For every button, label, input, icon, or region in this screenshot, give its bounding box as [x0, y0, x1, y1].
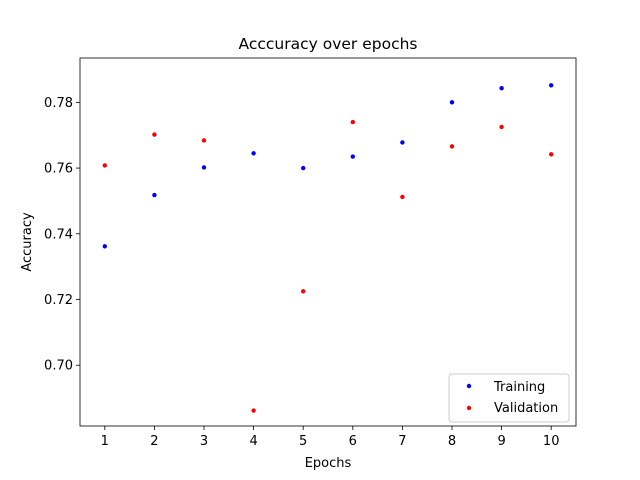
y-tick-label: 0.74 — [44, 227, 73, 242]
legend-marker-training — [466, 383, 472, 389]
legend-frame — [448, 373, 570, 423]
validation-point — [350, 119, 355, 125]
y-tick-label: 0.78 — [44, 96, 73, 111]
x-tick-label: 4 — [249, 434, 257, 449]
axes-frame — [79, 57, 577, 427]
validation-point — [201, 138, 207, 143]
x-tick-label: 8 — [448, 434, 456, 449]
training-point — [400, 140, 405, 145]
chart-title: Acccuracy over epochs — [239, 35, 418, 53]
legend-label-validation: Validation — [494, 401, 558, 416]
x-tick-label: 7 — [398, 434, 406, 449]
x-tick-label: 2 — [150, 434, 158, 449]
training-point — [152, 192, 157, 198]
x-tick-label: 3 — [200, 434, 208, 449]
plot-area: 1 2 3 4 5 6 7 8 9 10 0.70 0.72 0.74 0.76 0.78 — [44, 57, 577, 449]
x-tick-label: 1 — [101, 434, 109, 449]
validation-point — [102, 163, 108, 168]
validation-point — [499, 124, 504, 130]
validation-point — [251, 408, 256, 413]
training-point — [499, 86, 504, 91]
y-tick-label: 0.72 — [44, 293, 73, 308]
y-tick-label: 0.70 — [44, 359, 73, 374]
training-point — [201, 165, 207, 170]
training-point — [301, 165, 306, 171]
x-tick-label: 10 — [543, 434, 560, 449]
y-axis-title: Accuracy — [20, 212, 35, 272]
training-point — [549, 83, 554, 88]
validation-point — [549, 152, 554, 157]
validation-point — [400, 194, 405, 200]
legend-marker-validation — [466, 405, 472, 411]
validation-point — [301, 289, 306, 294]
x-tick-label: 6 — [349, 434, 357, 449]
y-tick-label: 0.76 — [44, 162, 73, 177]
x-tick-label: 9 — [497, 434, 505, 449]
validation-point — [449, 144, 455, 149]
x-tick-label: 5 — [299, 434, 307, 449]
legend-label-training: Training — [493, 380, 545, 395]
validation-point — [152, 132, 157, 137]
training-point — [350, 154, 355, 159]
legend: Training Validation — [448, 373, 570, 423]
x-axis-title: Epochs — [305, 456, 352, 471]
training-point — [102, 244, 108, 249]
training-point — [449, 100, 455, 105]
training-point — [251, 151, 256, 156]
